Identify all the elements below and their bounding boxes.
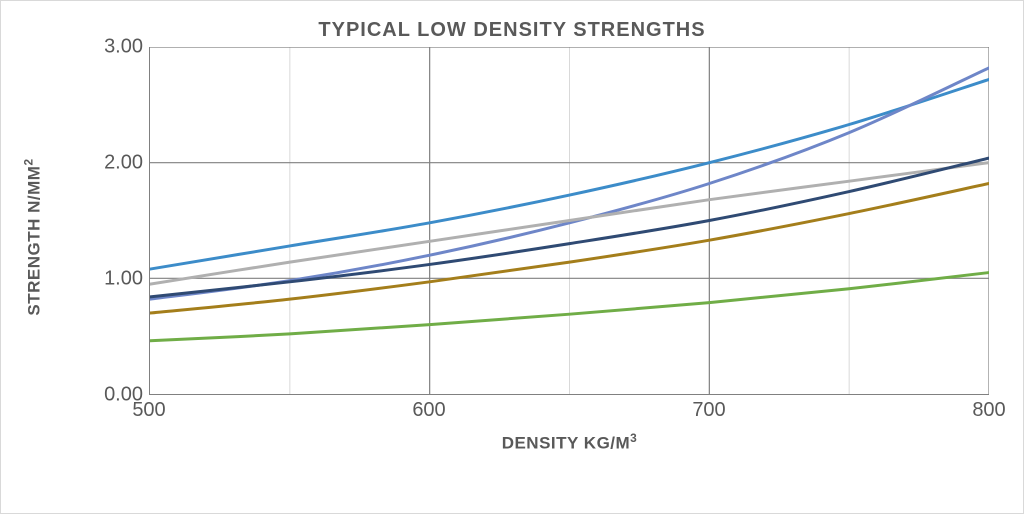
y-tick-label: 2.00 [104, 152, 143, 175]
x-tick-label: 700 [692, 399, 725, 422]
y-tick-label: 3.00 [104, 36, 143, 59]
y-axis-title: STRENGTH N/MM2 [22, 158, 45, 315]
y-tick-label: 1.00 [104, 268, 143, 291]
x-tick-label: 600 [412, 399, 445, 422]
plot-svg [150, 47, 989, 394]
x-tick-label: 500 [132, 399, 165, 422]
chart-body: STRENGTH N/MM2 DENSITY KG/M3 0.001.002.0… [71, 31, 999, 443]
plot-area: DENSITY KG/M3 [149, 47, 989, 395]
x-tick-label: 800 [972, 399, 1005, 422]
chart-container: TYPICAL LOW DENSITY STRENGTHS STRENGTH N… [0, 0, 1024, 514]
x-axis-title: DENSITY KG/M3 [502, 431, 638, 454]
